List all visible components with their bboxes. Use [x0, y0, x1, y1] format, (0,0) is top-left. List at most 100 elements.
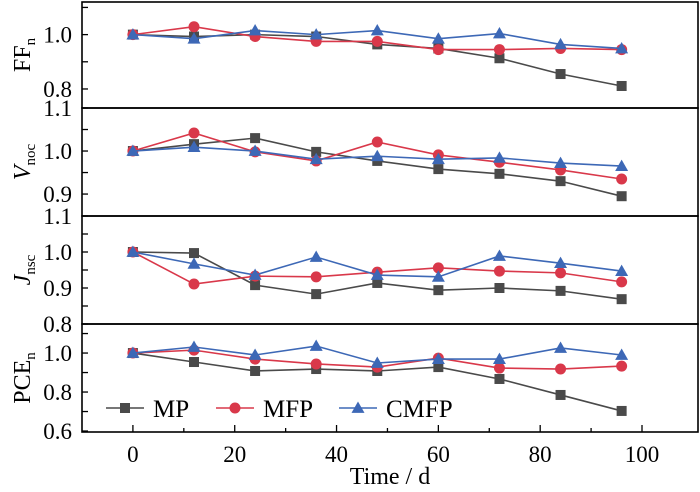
y-tick-label: 0.9: [43, 182, 72, 207]
y-axis-label: FFn: [10, 37, 39, 72]
data-point: [189, 357, 199, 368]
y-axis-label-main: FF: [10, 45, 36, 72]
data-point: [370, 356, 384, 368]
data-point: [615, 264, 629, 276]
x-tick-label: 20: [223, 442, 246, 467]
data-point: [126, 346, 140, 358]
data-point: [310, 271, 322, 283]
data-point: [616, 80, 627, 91]
x-tick-label: 80: [529, 442, 552, 467]
data-point: [431, 270, 445, 282]
data-point: [555, 363, 567, 375]
data-point: [616, 191, 627, 202]
data-point: [187, 340, 201, 352]
data-point: [554, 156, 568, 168]
data-point: [311, 146, 322, 157]
y-tick-label: 0.8: [43, 380, 72, 405]
series-cmfp: [126, 245, 629, 282]
x-tick-label: 40: [325, 442, 348, 467]
legend: MP MFP CMFP: [106, 396, 453, 423]
data-point: [493, 362, 505, 374]
y-tick-label: 1.0: [43, 240, 72, 265]
panels-layer: 0.81.0FFn0.91.01.1Vnoc0.80.91.01.1Jnsc0.…: [10, 1, 699, 444]
panel-frame: [81, 323, 699, 433]
data-point: [187, 140, 201, 153]
y-tick-label: 1.1: [43, 204, 72, 229]
legend-marker: [120, 403, 130, 413]
data-point: [492, 151, 506, 163]
data-point: [250, 365, 261, 376]
data-point: [554, 37, 568, 50]
x-tick-label: 0: [127, 442, 139, 467]
series-mp: [127, 247, 627, 305]
y-axis-label-main: PCE: [10, 360, 36, 404]
data-point: [370, 24, 384, 36]
y-axis-label: Jnsc: [10, 254, 39, 285]
data-point: [493, 265, 505, 277]
y-axis-label: Vnoc: [10, 144, 39, 181]
series-mfp: [127, 127, 628, 185]
y-tick-label: 0.8: [43, 312, 72, 337]
data-point: [370, 268, 384, 280]
data-point: [248, 24, 262, 36]
y-tick-label: 0.6: [43, 419, 72, 444]
data-point: [616, 294, 627, 305]
data-point: [187, 257, 201, 269]
data-point: [188, 127, 200, 139]
data-point: [188, 278, 200, 290]
data-point: [431, 32, 445, 44]
data-point: [494, 168, 505, 179]
series-cmfp: [126, 140, 629, 171]
x-tick-label: 60: [427, 442, 450, 467]
data-point: [432, 262, 444, 274]
data-point: [555, 176, 566, 187]
data-point: [189, 248, 199, 259]
data-point: [370, 149, 384, 162]
x-axis: 0 20 40 60 80 100: [127, 425, 659, 467]
data-point: [492, 27, 506, 39]
data-point: [310, 358, 322, 370]
x-tick-label: 100: [625, 442, 660, 467]
data-point: [615, 159, 629, 171]
panel-pce: 0.6 0.8 1.0 PCEn: [10, 323, 699, 444]
data-point: [309, 152, 323, 165]
data-point: [433, 285, 444, 296]
data-point: [309, 28, 323, 40]
y-tick-label: 1.0: [43, 341, 72, 366]
data-point: [372, 277, 383, 288]
y-axis-label-subscript: n: [23, 37, 39, 45]
y-tick-label: 1.1: [43, 96, 72, 121]
data-point: [433, 164, 444, 175]
data-point: [492, 352, 506, 364]
data-point: [616, 405, 627, 416]
legend-marker: [351, 401, 365, 413]
y-axis-label-main: V: [10, 163, 36, 180]
data-point: [126, 28, 140, 40]
y-tick-label: 0.8: [43, 77, 72, 102]
panel-frame: [81, 215, 699, 325]
data-point: [431, 352, 445, 364]
data-point: [615, 348, 629, 360]
legend-label: CMFP: [386, 396, 453, 423]
series-cmfp: [126, 24, 629, 54]
data-point: [616, 173, 628, 185]
series-cmfp: [126, 339, 629, 368]
data-point: [494, 373, 505, 384]
data-point: [188, 21, 200, 33]
y-tick-label: 1.0: [43, 23, 72, 48]
data-point: [311, 289, 322, 300]
legend-label: MFP: [263, 396, 313, 423]
data-point: [432, 44, 444, 56]
data-point: [309, 250, 323, 262]
legend-label: MP: [153, 396, 189, 423]
data-point: [494, 283, 505, 293]
data-point: [187, 32, 201, 44]
data-point: [555, 389, 566, 400]
y-axis-label-subscript: n: [23, 352, 39, 360]
y-axis-label-main: J: [10, 273, 36, 285]
data-point: [309, 339, 323, 351]
